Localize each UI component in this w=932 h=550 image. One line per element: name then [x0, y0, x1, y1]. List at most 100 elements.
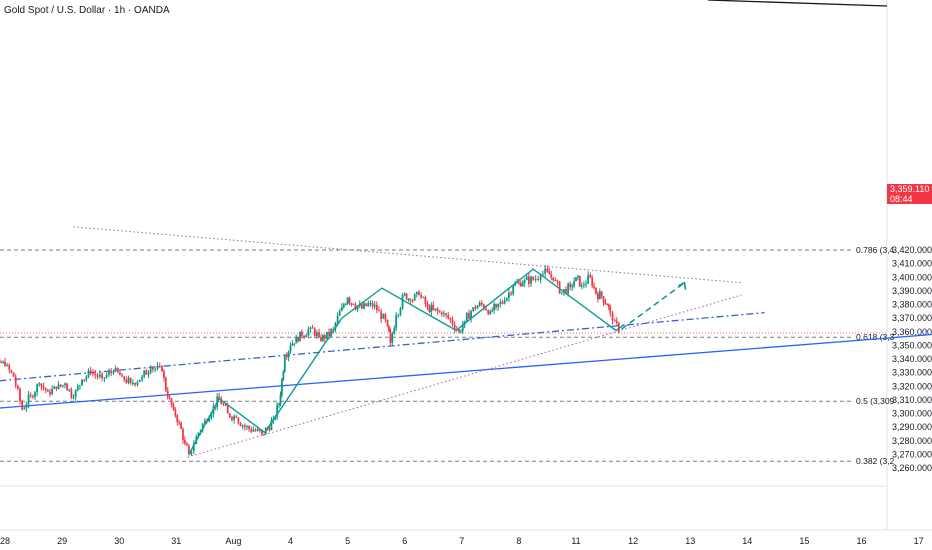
price-tick-label: 3,330.000: [892, 368, 932, 378]
candle-body: [318, 332, 320, 338]
candle-body: [565, 289, 567, 294]
candle-body: [31, 395, 34, 398]
candle-body: [544, 268, 547, 274]
candle-body: [2, 361, 4, 363]
candle-body: [243, 425, 246, 428]
time-axis[interactable]: 28 29 30 31 Aug 4 5 6 7 8 11 12 13 14 15 16 17: [0, 536, 924, 546]
candle-body: [537, 278, 540, 280]
candle-body: [141, 376, 143, 380]
candle-body: [262, 433, 265, 435]
candle-body: [386, 319, 389, 327]
candle-body: [208, 418, 211, 422]
candle-body: [548, 271, 551, 275]
candle-body: [66, 383, 68, 391]
price-axis[interactable]: 3,260.000 3,270.000 3,280.000 3,290.000 3,30…: [892, 245, 932, 473]
long-trendline: [0, 333, 932, 409]
candle-body: [183, 440, 186, 444]
candle-body: [178, 422, 181, 424]
trendlines: [0, 0, 932, 458]
candle-body: [397, 314, 400, 316]
candle-body: [424, 297, 427, 305]
candle-body: [326, 331, 328, 339]
candle-body: [127, 377, 130, 383]
candle-body: [461, 324, 464, 332]
candle-body: [391, 333, 394, 343]
candle-body: [585, 283, 587, 285]
candle-body: [438, 311, 441, 313]
candle-body: [176, 415, 179, 423]
candle-body: [508, 292, 510, 299]
candle-body: [589, 275, 592, 278]
candle-body: [470, 310, 472, 319]
time-tick-label: 8: [516, 536, 521, 546]
projection-arrowhead: [678, 281, 687, 290]
candle-body: [328, 331, 330, 336]
candle-body: [147, 373, 150, 375]
candle-body: [591, 277, 594, 287]
candle-body: [578, 275, 581, 287]
candle-body: [105, 374, 108, 378]
candle-body: [443, 313, 445, 315]
price-tick-label: 3,380.000: [892, 300, 932, 310]
candle-body: [289, 345, 292, 352]
candle-body: [532, 276, 535, 280]
candle-body: [222, 404, 225, 406]
candle-body: [541, 273, 544, 275]
candle-body: [613, 320, 616, 322]
candle-body: [94, 373, 97, 376]
zigzag-line: [188, 268, 617, 455]
candle-body: [534, 278, 537, 280]
candle-body: [600, 291, 603, 297]
candle-body: [46, 389, 49, 392]
projection-dashed-line: [621, 282, 685, 330]
candle-body: [246, 426, 248, 428]
candle-body: [250, 428, 253, 432]
time-tick-label: 12: [628, 536, 638, 546]
candle-body: [518, 282, 520, 284]
candle-body: [371, 303, 374, 307]
candle-body: [556, 280, 559, 282]
candle-body: [125, 379, 128, 383]
candle-body: [365, 303, 368, 307]
candle-body: [23, 408, 26, 410]
candle-body: [252, 429, 255, 432]
candle-body: [617, 322, 620, 332]
candle-body: [598, 291, 601, 300]
candle-body: [311, 327, 314, 329]
candle-body: [303, 335, 305, 338]
candle-body: [346, 297, 349, 305]
zigzag-arrowhead: [607, 323, 625, 332]
bar-countdown: 08:44: [890, 194, 913, 204]
candle-body: [389, 331, 392, 343]
candle-body: [472, 307, 475, 311]
candle-body: [525, 276, 528, 280]
candle-body: [447, 314, 450, 319]
candle-body: [116, 367, 119, 373]
candle-body: [295, 337, 298, 344]
price-tick-label: 3,350.000: [892, 340, 932, 350]
candle-body: [297, 337, 300, 342]
candle-body: [98, 374, 101, 377]
candle-body: [228, 413, 231, 417]
time-tick-label: 15: [799, 536, 809, 546]
candle-body: [34, 392, 36, 398]
candle-body: [192, 444, 195, 451]
candle-body: [10, 370, 13, 373]
candle-body: [166, 390, 169, 398]
candle-body: [237, 417, 240, 424]
candle-body: [51, 388, 54, 395]
candle-body: [261, 430, 263, 434]
candle-body: [301, 331, 303, 336]
candle-body: [459, 331, 462, 333]
candle-body: [334, 322, 337, 330]
time-tick-label: 5: [345, 536, 350, 546]
candle-body: [164, 377, 167, 391]
candle-body: [108, 371, 110, 375]
candle-body: [604, 302, 607, 305]
candle-body: [468, 312, 470, 319]
candle-body: [505, 298, 508, 301]
candle-body: [123, 376, 126, 380]
candle-body: [68, 389, 71, 391]
candle-body: [103, 377, 106, 379]
